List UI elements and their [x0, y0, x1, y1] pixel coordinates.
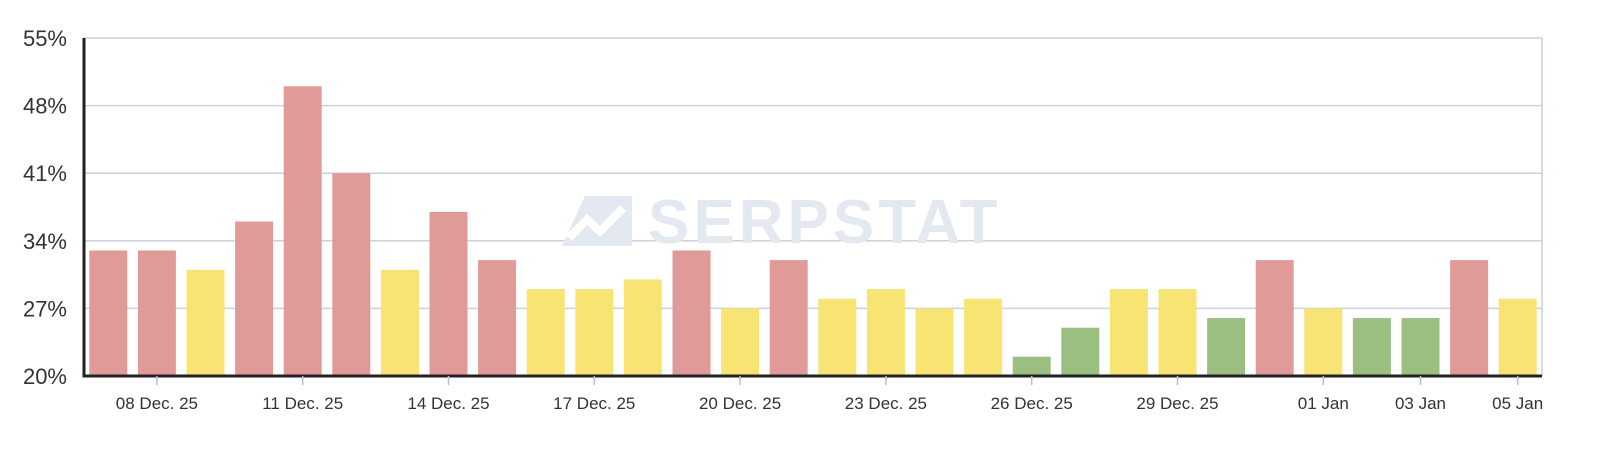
watermark-text: SERPSTAT: [648, 188, 1002, 257]
bar-7[interactable]: [380, 269, 419, 376]
x-tick-label: 11 Dec. 25: [262, 394, 343, 413]
bar-29[interactable]: [1450, 260, 1489, 376]
bar-23[interactable]: [1158, 289, 1197, 376]
x-tick-label: 20 Dec. 25: [699, 394, 781, 413]
y-tick-label: 41%: [23, 161, 67, 186]
bars: [89, 86, 1537, 377]
bar-17[interactable]: [866, 289, 905, 376]
bar-8[interactable]: [429, 211, 468, 376]
y-tick-label: 48%: [23, 94, 67, 119]
y-tick-label: 34%: [23, 229, 67, 254]
y-tick-label: 27%: [23, 296, 67, 321]
bar-10[interactable]: [526, 289, 565, 376]
bar-28[interactable]: [1401, 318, 1440, 376]
bar-27[interactable]: [1352, 318, 1391, 376]
bar-11[interactable]: [575, 289, 614, 376]
x-tick-label: 03 Jan: [1395, 394, 1446, 413]
x-tick-label: 26 Dec. 25: [991, 394, 1073, 413]
bar-30[interactable]: [1498, 298, 1537, 376]
bar-14[interactable]: [721, 308, 760, 376]
bar-9[interactable]: [478, 260, 517, 376]
y-tick-label: 55%: [23, 26, 67, 51]
x-tick-label: 08 Dec. 25: [116, 394, 198, 413]
axes: [82, 38, 1542, 378]
x-tick-label: 01 Jan: [1298, 394, 1349, 413]
bar-16[interactable]: [818, 298, 857, 376]
bar-26[interactable]: [1304, 308, 1343, 376]
bar-15[interactable]: [769, 260, 808, 376]
bar-22[interactable]: [1109, 289, 1148, 376]
y-tick-label: 20%: [23, 364, 67, 389]
bar-4[interactable]: [235, 221, 274, 376]
y-axis-labels: 20% 27% 34% 41% 48% 55%: [23, 26, 67, 389]
bar-21[interactable]: [1061, 327, 1100, 376]
bar-1[interactable]: [89, 250, 128, 376]
x-tick-label: 14 Dec. 25: [407, 394, 489, 413]
bar-5[interactable]: [283, 86, 322, 377]
serpstat-watermark: SERPSTAT: [562, 188, 1002, 257]
bar-6[interactable]: [332, 173, 371, 376]
x-tick-label: 05 Jan: [1492, 394, 1543, 413]
x-axis-labels: 08 Dec. 25 11 Dec. 25 14 Dec. 25 17 Dec. 25…: [116, 376, 1543, 413]
serpstat-logo-icon: [562, 196, 632, 246]
bar-18[interactable]: [915, 308, 954, 376]
bar-13[interactable]: [672, 250, 711, 376]
x-tick-label: 29 Dec. 25: [1136, 394, 1218, 413]
x-tick-label: 23 Dec. 25: [845, 394, 927, 413]
bar-19[interactable]: [964, 298, 1003, 376]
x-tick-label: 17 Dec. 25: [553, 394, 635, 413]
bar-2[interactable]: [137, 250, 176, 376]
bar-3[interactable]: [186, 269, 225, 376]
bar-12[interactable]: [623, 279, 662, 376]
bar-24[interactable]: [1207, 318, 1246, 376]
bar-20[interactable]: [1012, 356, 1051, 376]
bar-25[interactable]: [1255, 260, 1294, 376]
